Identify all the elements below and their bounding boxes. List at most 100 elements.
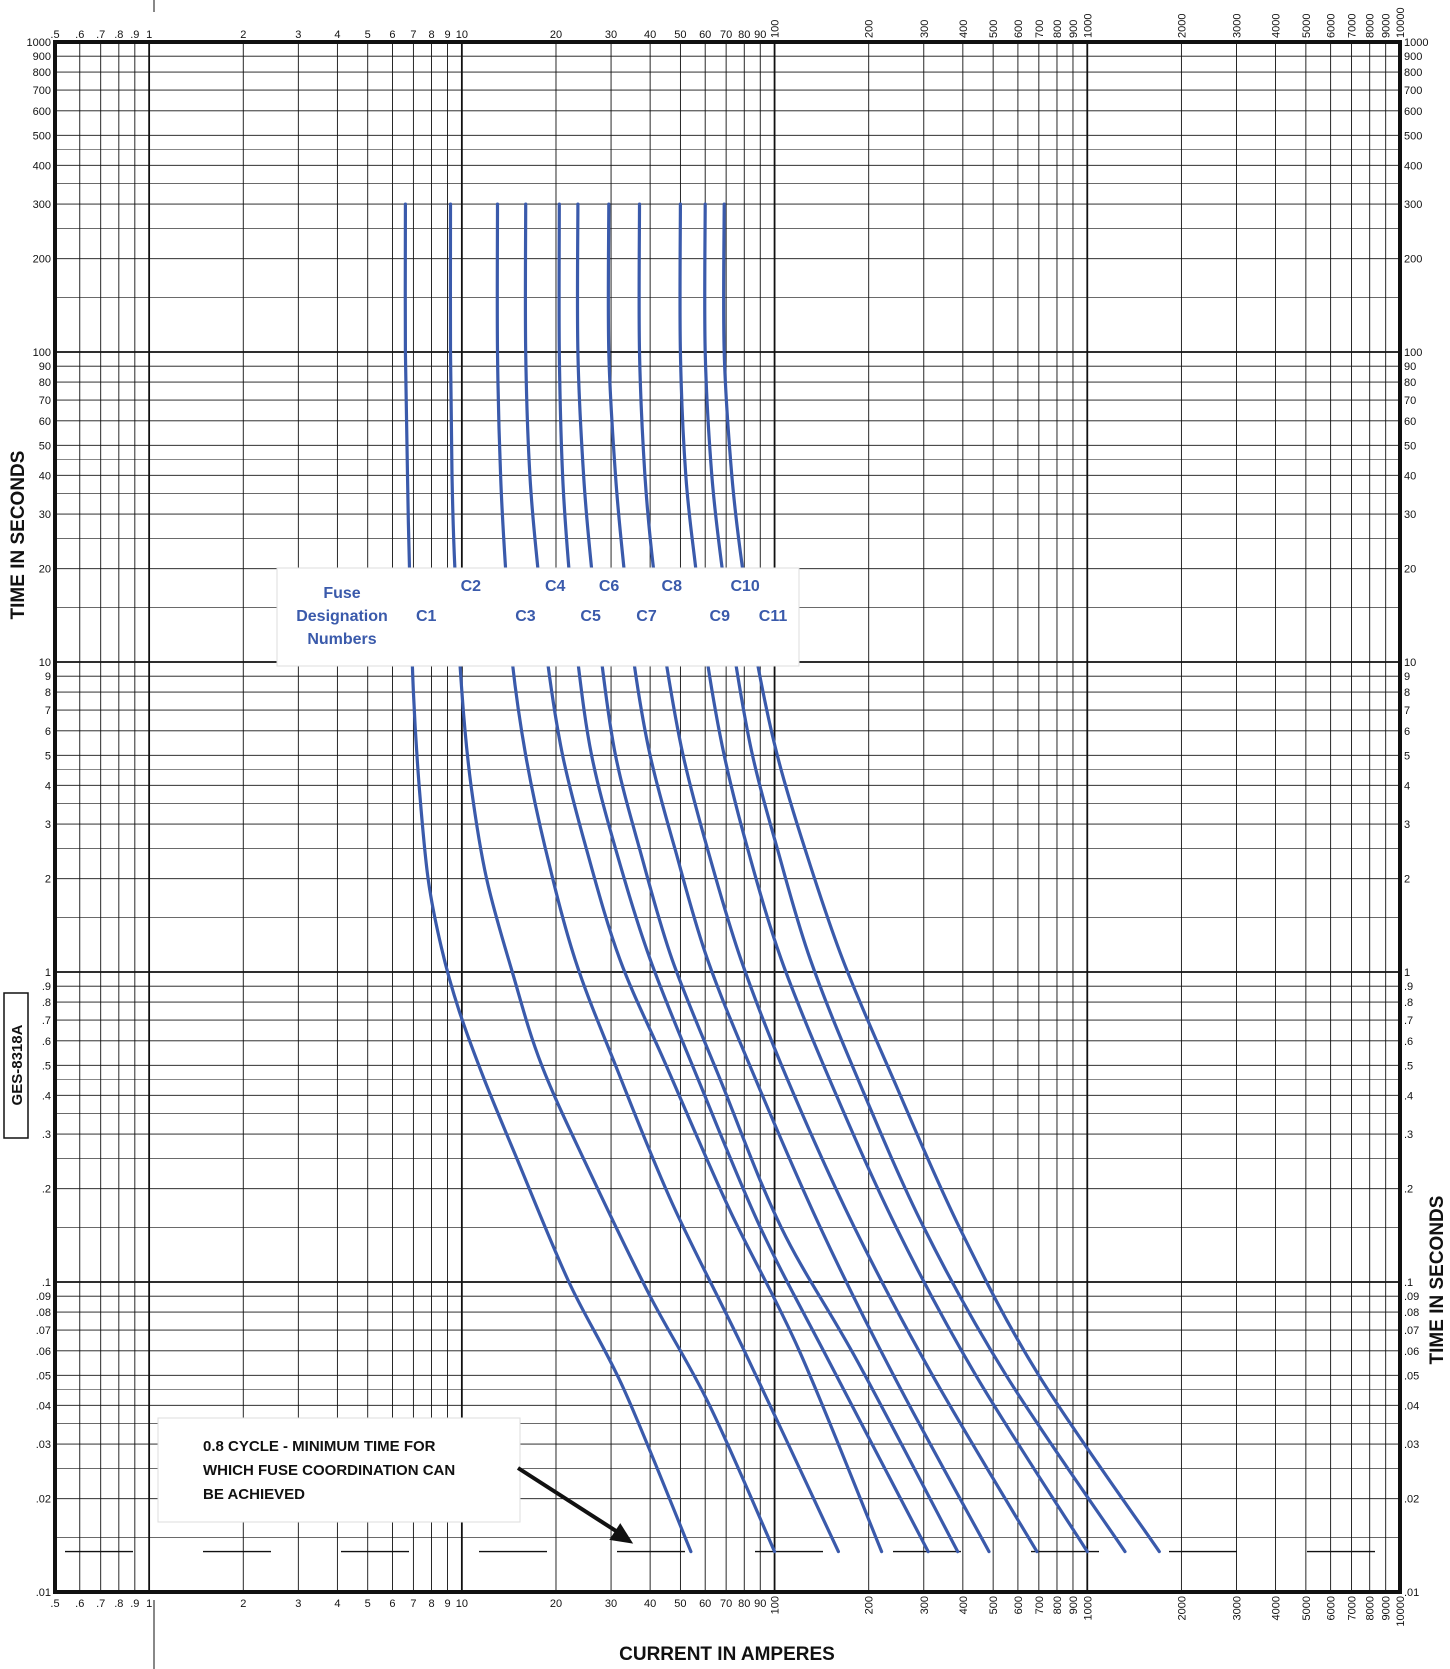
x-tick-label-bottom: 10000: [1395, 1596, 1407, 1627]
x-tick-label-top: 40: [644, 29, 656, 41]
x-tick-label-top: 100: [770, 20, 782, 38]
y-tick-label-left: 1: [45, 967, 51, 979]
y-tick-label-left: .7: [42, 1015, 51, 1027]
x-tick-label-top: 70: [720, 29, 732, 41]
x-tick-label-top: 700: [1034, 20, 1046, 38]
annotation-line-2: WHICH FUSE COORDINATION CAN: [203, 1462, 455, 1479]
fuse-label-c7: C7: [636, 608, 657, 625]
x-tick-label-bottom: 8000: [1365, 1596, 1377, 1620]
x-tick-label-bottom: .5: [50, 1598, 59, 1610]
y-tick-label-left: .4: [42, 1090, 51, 1102]
y-tick-label-right: 3: [1404, 819, 1410, 831]
x-tick-label-bottom: 2000: [1176, 1596, 1188, 1620]
y-tick-label-right: 60: [1404, 416, 1416, 428]
y-tick-label-left: .1: [42, 1277, 51, 1289]
fuse-label-c10: C10: [730, 578, 759, 595]
fuse-label-c5: C5: [580, 608, 601, 625]
annotation-arrow-head: [609, 1523, 634, 1544]
x-tick-label-top: 90: [754, 29, 766, 41]
fuse-curve-c2: [448, 202, 777, 1554]
fuse-label-c8: C8: [662, 578, 683, 595]
fuse-label-c6: C6: [599, 578, 620, 595]
y-tick-label-left: .09: [36, 1291, 51, 1303]
y-tick-label-right: .06: [1404, 1346, 1419, 1358]
y-tick-label-right: 200: [1404, 254, 1422, 266]
x-tick-label-top: 1000: [1082, 14, 1094, 38]
fuse-curve-c6: [575, 202, 960, 1554]
y-axis-title-left: TIME IN SECONDS: [8, 451, 29, 620]
x-tick-label-bottom: 100: [770, 1596, 782, 1614]
x-tick-labels: .5.5.6.6.7.7.8.8.9.911223344556677889910…: [50, 7, 1407, 1626]
fuse-label-c9: C9: [710, 608, 731, 625]
x-tick-label-top: 900: [1068, 20, 1080, 38]
legend-title-line-1: Fuse: [323, 585, 360, 602]
plot-frame: [53, 40, 1402, 1594]
y-tick-label-left: 80: [39, 377, 51, 389]
x-tick-label-top: 500: [988, 20, 1000, 38]
fuse-curve-c9: [678, 202, 1089, 1554]
y-tick-label-left: .08: [36, 1307, 51, 1319]
x-tick-label-bottom: 1000: [1082, 1596, 1094, 1620]
x-tick-label-top: .7: [96, 29, 105, 41]
document-id-frame: [3, 992, 29, 1139]
y-tick-label-right: .04: [1404, 1400, 1419, 1412]
y-tick-label-right: 30: [1404, 509, 1416, 521]
x-tick-label-top: .6: [75, 29, 84, 41]
y-tick-labels: .01 .01 .02 .02 .03 .03 .04 .04 .05 .05 .06 .06 .07.…: [27, 37, 1429, 1599]
x-tick-label-top: 400: [958, 20, 970, 38]
x-axis-title: CURRENT IN AMPERES: [619, 1644, 835, 1665]
x-tick-label-bottom: 50: [674, 1598, 686, 1610]
y-tick-label-right: .02: [1404, 1494, 1419, 1506]
y-tick-label-right: .5: [1404, 1060, 1413, 1072]
x-tick-label-top: 7000: [1347, 14, 1359, 38]
document-id: GES-8318A: [9, 1024, 26, 1105]
annotation-line-1: 0.8 CYCLE - MINIMUM TIME FOR: [203, 1438, 436, 1455]
x-tick-label-bottom: 7: [410, 1598, 416, 1610]
x-tick-label-bottom: .9: [130, 1598, 139, 1610]
x-tick-label-top: 200: [864, 20, 876, 38]
x-tick-label-bottom: 6: [389, 1598, 395, 1610]
legend-background: [276, 567, 800, 667]
x-tick-label-top: 50: [674, 29, 686, 41]
x-tick-label-bottom: 10: [456, 1598, 468, 1610]
fuse-curve-c11: [722, 202, 1161, 1554]
y-tick-label-left: 6: [45, 726, 51, 738]
x-tick-label-top: 7: [410, 29, 416, 41]
y-tick-label-right: .05: [1404, 1370, 1419, 1382]
x-tick-label-top: 3000: [1231, 14, 1243, 38]
y-tick-label-left: .2: [42, 1184, 51, 1196]
x-tick-label-top: 2000: [1176, 14, 1188, 38]
y-tick-label-right: 70: [1404, 395, 1416, 407]
x-tick-label-bottom: 300: [919, 1596, 931, 1614]
y-tick-label-left: .8: [42, 997, 51, 1009]
y-tick-label-left: .6: [42, 1036, 51, 1048]
fuse-curve-c3: [495, 202, 840, 1554]
x-tick-label-top: 9000: [1381, 14, 1393, 38]
y-tick-label-right: 1: [1404, 967, 1410, 979]
y-tick-label-right: 80: [1404, 377, 1416, 389]
x-tick-label-top: 2: [240, 29, 246, 41]
fuse-curve-c8: [637, 202, 1039, 1554]
y-tick-label-left: 900: [33, 51, 51, 63]
y-tick-label-right: 5: [1404, 750, 1410, 762]
x-tick-label-bottom: 6000: [1326, 1596, 1338, 1620]
x-tick-label-bottom: 8: [428, 1598, 434, 1610]
y-tick-label-left: .3: [42, 1129, 51, 1141]
fuse-curve-c7: [606, 202, 991, 1554]
y-tick-label-right: 6: [1404, 726, 1410, 738]
y-tick-label-left: 500: [33, 130, 51, 142]
x-tick-label-top: 20: [550, 29, 562, 41]
y-tick-label-left: 30: [39, 509, 51, 521]
fuse-curve-c5: [557, 202, 930, 1554]
y-tick-label-left: .07: [36, 1325, 51, 1337]
x-tick-label-bottom: 600: [1013, 1596, 1025, 1614]
x-tick-label-bottom: 500: [988, 1596, 1000, 1614]
x-tick-label-bottom: 70: [720, 1598, 732, 1610]
y-tick-label-right: .1: [1404, 1277, 1413, 1289]
x-tick-label-bottom: 40: [644, 1598, 656, 1610]
x-tick-label-bottom: 900: [1068, 1596, 1080, 1614]
y-tick-label-right: 90: [1404, 361, 1416, 373]
y-tick-label-left: 8: [45, 687, 51, 699]
annotation-background: [157, 1417, 521, 1523]
y-tick-label-left: 4: [45, 780, 51, 792]
